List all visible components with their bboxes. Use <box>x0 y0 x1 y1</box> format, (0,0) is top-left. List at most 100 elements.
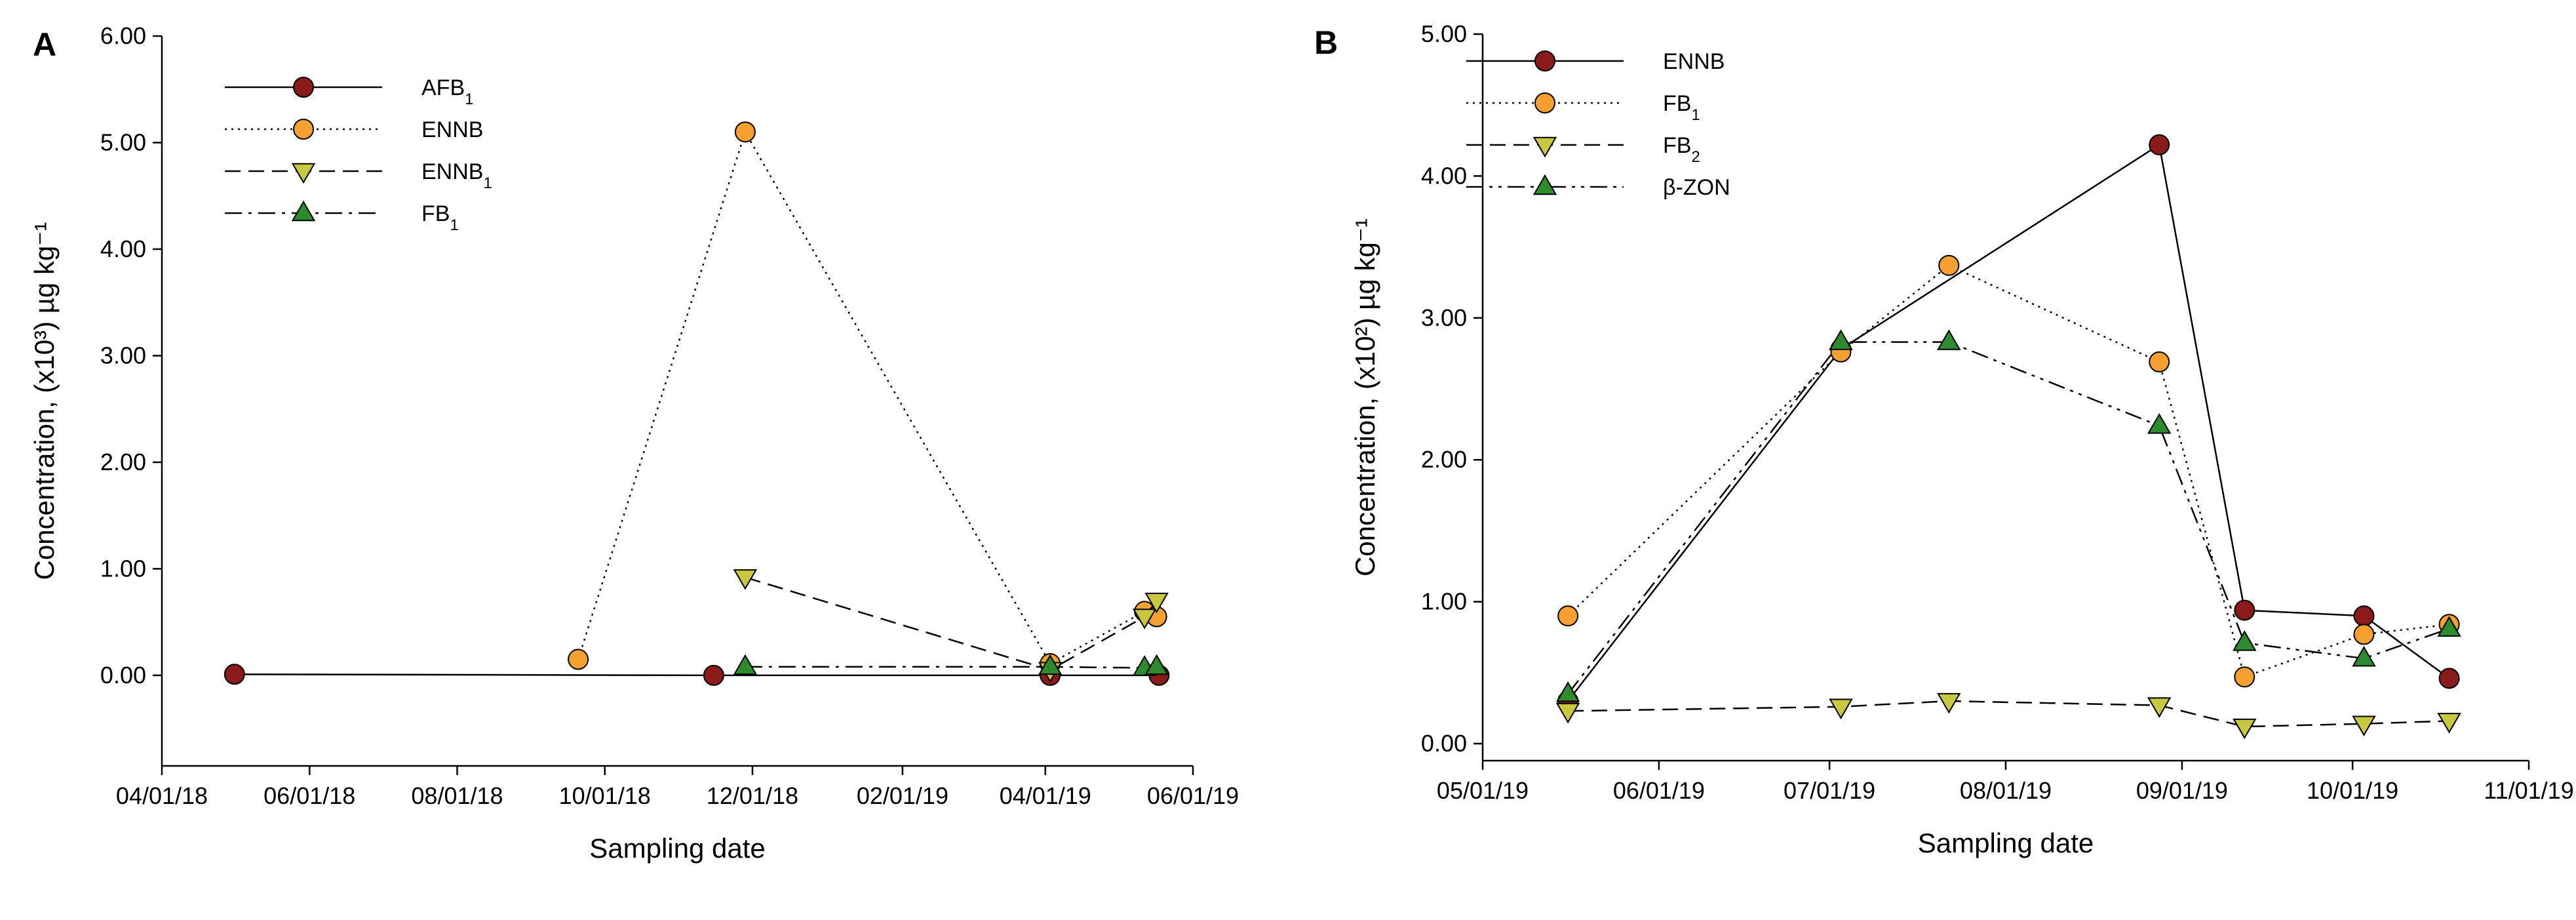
series-line <box>1567 264 2449 678</box>
data-point <box>1829 698 1853 720</box>
y-tick-label: 3.00 <box>100 342 146 369</box>
series-1-3 <box>1555 329 2461 702</box>
y-tick-label: 1.00 <box>100 555 146 582</box>
legend-marker <box>1534 92 1555 113</box>
data-point <box>2234 599 2255 621</box>
data-point <box>734 121 756 143</box>
legend-marker <box>1534 50 1555 71</box>
y-tick-label: 5.00 <box>100 129 146 155</box>
series-line <box>1568 700 2449 728</box>
legend-label: FB1 <box>1663 91 1700 124</box>
y-tick-label: 3.00 <box>1421 304 1467 331</box>
series-line <box>234 673 1160 677</box>
x-tick-label: 09/01/19 <box>2136 777 2228 804</box>
series-line <box>1567 143 2450 702</box>
data-point <box>568 649 589 670</box>
data-point <box>2149 134 2170 155</box>
x-tick-label: 10/01/19 <box>2307 777 2398 804</box>
x-tick-label: 05/01/19 <box>1437 777 1529 804</box>
data-point <box>2437 616 2461 637</box>
y-tick-label: 4.00 <box>100 235 146 262</box>
legend-label-main: FB <box>1663 133 1691 158</box>
x-axis-title: Sampling date <box>589 833 766 864</box>
series-1-0 <box>1557 134 2460 712</box>
data-point <box>2353 624 2375 645</box>
data-point <box>733 569 758 590</box>
data-point <box>2352 645 2376 667</box>
y-tick-label: 0.00 <box>100 662 146 689</box>
series-0-2 <box>733 569 1169 683</box>
data-point <box>1038 654 1063 675</box>
series-line <box>745 576 1158 671</box>
x-axis-title: Sampling date <box>1918 828 2094 858</box>
data-point <box>1937 692 1961 714</box>
legend-label-main: ENNB <box>421 159 483 184</box>
legend-label: ENNB <box>421 117 483 142</box>
legend-label: ENNB1 <box>421 159 492 192</box>
series-0-3 <box>733 654 1169 676</box>
data-point <box>2234 666 2255 688</box>
data-point <box>1555 681 1580 702</box>
legend-label-main: FB <box>421 201 450 226</box>
x-tick-label: 11/01/19 <box>2484 777 2573 804</box>
legend-label: FB2 <box>1663 133 1700 166</box>
legend-label-sub: 1 <box>483 174 492 192</box>
data-point <box>2352 715 2376 736</box>
data-point <box>2147 697 2172 718</box>
legend-label-sub: 1 <box>465 90 473 108</box>
legend-label-main: ENNB <box>1663 49 1725 74</box>
data-point <box>2353 605 2375 627</box>
data-point <box>1829 329 1853 350</box>
legend-label: FB1 <box>421 201 459 234</box>
legend-marker <box>291 163 316 184</box>
legend-label-main: FB <box>1663 91 1691 116</box>
data-point <box>2147 413 2172 434</box>
legend-label: ENNB <box>1663 49 1725 74</box>
data-point <box>1555 703 1580 724</box>
x-tick-label: 06/01/19 <box>1613 777 1705 804</box>
data-point <box>1938 254 1960 276</box>
panel-letter: A <box>33 26 56 63</box>
legend-marker <box>293 119 314 140</box>
panel-letter: B <box>1314 24 1338 61</box>
legend-label-sub: 1 <box>1691 106 1700 124</box>
legend-marker <box>1532 136 1557 158</box>
legend-label: AFB1 <box>421 75 473 108</box>
y-tick-label: 2.00 <box>1421 446 1467 473</box>
x-tick-label: 07/01/19 <box>1784 777 1875 804</box>
legend-label: β-ZON <box>1663 175 1730 200</box>
series-line <box>577 130 1158 665</box>
data-point <box>1144 592 1169 614</box>
series-line <box>1567 341 2449 695</box>
legend-marker <box>293 77 314 98</box>
data-point <box>1144 654 1169 675</box>
data-point <box>2149 351 2170 372</box>
data-point <box>1132 609 1157 630</box>
data-point <box>2437 713 2461 734</box>
data-point <box>733 654 758 675</box>
legend-marker <box>1532 174 1557 195</box>
y-tick-label: 4.00 <box>1421 162 1467 189</box>
x-tick-label: 08/01/18 <box>411 782 503 809</box>
series-1-2 <box>1555 692 2461 740</box>
data-point <box>2438 668 2460 689</box>
data-point <box>1557 605 1579 627</box>
chart-panel-b: 0.00 1.00 2.00 3.00 4.00 5.00 05/01/19 06/01/19… <box>1314 20 2574 858</box>
y-tick-label: 0.00 <box>1421 730 1467 757</box>
data-point <box>2233 718 2257 740</box>
legend-label-sub: 1 <box>450 216 458 234</box>
data-point <box>1937 329 1961 350</box>
legend-label-main: ENNB <box>421 117 483 142</box>
x-tick-label: 04/01/18 <box>116 782 208 809</box>
y-tick-label: 5.00 <box>1421 20 1467 47</box>
y-tick-label: 2.00 <box>100 449 146 475</box>
y-axis-title: Concentration, (x10³) µg kg⁻¹ <box>29 222 60 580</box>
y-tick-label: 1.00 <box>1421 588 1467 615</box>
x-tick-label: 10/01/18 <box>559 782 651 809</box>
legend-marker <box>291 200 316 222</box>
data-point <box>703 664 724 686</box>
series-1-1 <box>1557 254 2460 688</box>
x-tick-label: 06/01/18 <box>263 782 355 809</box>
